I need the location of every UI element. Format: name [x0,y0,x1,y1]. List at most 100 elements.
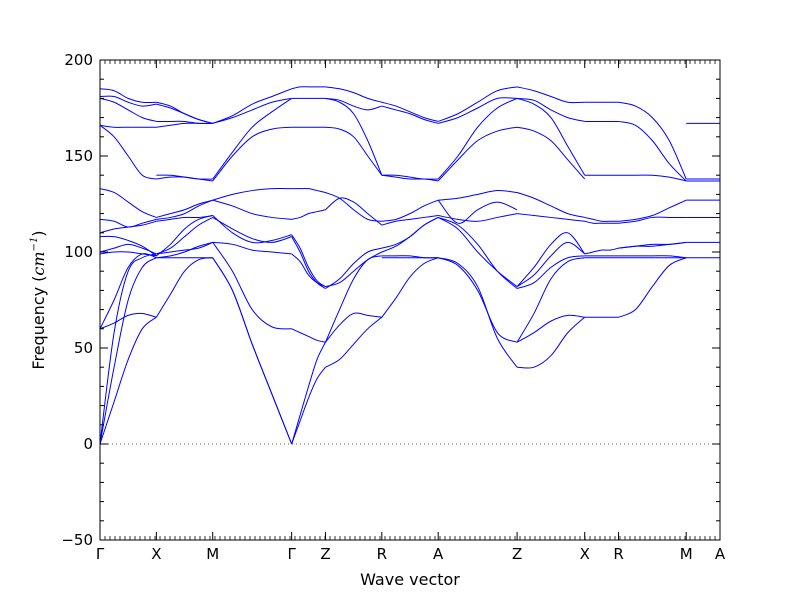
y-axis-label-open-paren: ( [29,276,48,287]
x-tick-label: X [580,545,590,563]
band-line-seg9-6 [618,199,687,222]
band-line-seg2-2 [212,242,292,330]
band-line-seg0-12 [99,124,157,128]
band-line-seg3-10 [291,86,326,90]
x-tick-label: X [151,545,161,563]
band-line-seg0-11 [99,124,157,180]
x-tick-label: A [715,545,726,563]
band-line-seg6-1 [437,257,518,343]
y-tick-label: −50 [61,531,93,549]
band-line-seg8-4 [584,220,619,224]
band-line-seg0-0 [99,316,157,445]
band-line-seg2-9 [212,97,292,180]
band-line-seg0-13 [99,97,157,122]
x-tick-label: Γ [96,545,105,563]
band-line-seg0-10 [99,188,157,218]
band-line-seg4-9 [325,97,382,111]
band-line-seg1-6 [156,215,213,222]
band-line-seg6-0 [438,257,518,368]
x-tick-label: R [613,545,623,563]
x-tick-label: M [680,545,693,563]
band-line-seg1-7 [156,199,213,220]
y-tick-label: 0 [83,435,93,453]
band-line-seg6-2 [437,217,518,287]
band-line-seg4-5 [325,197,383,226]
band-line-seg0-14 [99,95,157,107]
band-line-seg7-4 [516,241,586,287]
band-line-seg4-0 [325,316,383,368]
band-line-seg6-10 [437,86,518,122]
band-line-seg1-8 [156,199,213,218]
band-line-seg0-5 [99,251,157,257]
band-line-seg1-0 [155,257,213,318]
band-line-seg2-7 [212,187,292,201]
band-line-seg7-2 [516,257,585,343]
x-tick-label: R [377,545,387,563]
band-line-seg4-1 [325,312,382,343]
x-tick-label: A [433,545,444,563]
y-tick-label: 50 [74,339,93,357]
y-axis-unit-exponent: −1 [29,237,40,252]
band-line-seg0-4 [99,253,157,330]
x-tick-label: Z [512,545,522,563]
band-line-seg3-5 [291,234,326,287]
y-axis-label: Frequency (cm−1) [29,230,48,369]
band-line-seg9-0 [618,257,687,318]
y-axis-label-text: Frequency [29,287,48,370]
band-line-seg5-10 [381,101,439,122]
band-line-seg9-9 [618,101,687,180]
y-tick-label: 100 [64,243,93,261]
band-line-seg7-3 [516,255,585,289]
band-line-seg2-8 [212,126,292,182]
band-line-seg4-10 [325,86,382,103]
band-line-seg4-8 [325,97,383,176]
y-tick-label: 150 [64,147,93,165]
band-line-seg1-2 [156,241,213,255]
band-line-seg0-7 [99,235,157,257]
band-line-seg7-5 [516,232,586,287]
band-line-seg5-2 [381,255,439,259]
band-line-seg9-2 [618,255,687,259]
band-line-seg2-3 [212,241,292,255]
band-line-seg8-5 [584,216,619,222]
band-line-seg1-5 [156,215,213,257]
band-line-seg1-12 [156,120,213,125]
band-line-seg1-10 [156,174,213,180]
band-line-seg6-7 [437,126,518,182]
y-axis-label-close-paren: ) [29,230,48,236]
y-axis-unit: cm [29,251,48,275]
ticks-layer [99,59,721,541]
band-line-seg0-2 [99,253,157,445]
x-tick-label: Z [320,545,330,563]
band-line-seg7-7 [516,192,585,218]
band-line-seg7-9 [516,97,586,176]
band-line-seg3-4 [291,236,326,289]
band-line-seg3-1 [291,342,326,445]
band-line-seg0-3 [99,312,157,330]
band-line-seg9-8 [618,120,687,182]
band-line-seg6-9 [438,97,518,124]
band-line-seg5-4 [381,217,439,249]
band-line-seg5-0 [381,257,439,318]
band-line-seg7-8 [516,126,586,180]
band-line-seg2-1 [212,257,293,445]
band-line-seg1-4 [156,217,213,255]
band-line-seg6-3 [437,216,518,289]
band-line-seg8-3 [584,247,619,255]
band-line-seg9-7 [618,174,687,182]
band-line-seg2-11 [212,97,292,124]
band-line-seg0-6 [99,243,157,255]
plot-frame [99,59,721,541]
band-line-seg5-6 [381,199,439,222]
x-tick-label: Γ [287,545,296,563]
band-line-seg5-5 [381,215,439,226]
band-line-seg3-0 [291,366,326,445]
band-line-seg0-15 [99,88,157,104]
band-line-seg9-5 [618,216,687,224]
band-line-seg3-2 [291,328,326,343]
band-line-seg4-3 [325,251,383,288]
band-line-seg3-7 [291,187,326,193]
y-tick-label: 200 [64,51,93,69]
bands-layer [99,86,721,445]
